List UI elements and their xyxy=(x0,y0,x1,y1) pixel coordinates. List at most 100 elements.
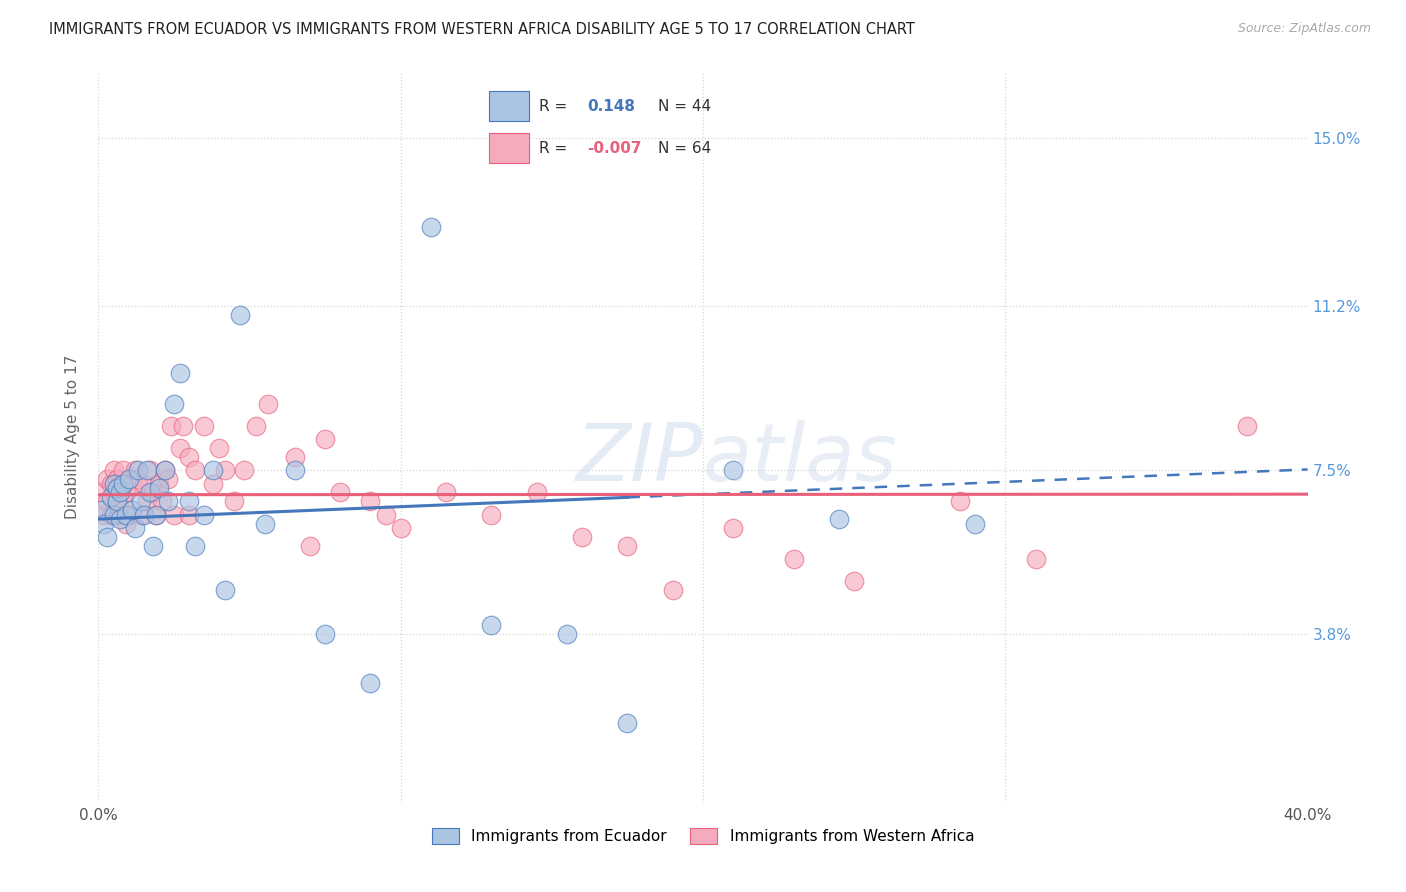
Point xyxy=(193,508,215,522)
Point xyxy=(214,463,236,477)
Point xyxy=(103,463,125,477)
Point xyxy=(193,419,215,434)
Point xyxy=(96,472,118,486)
Point xyxy=(108,485,131,500)
Point xyxy=(103,485,125,500)
Point xyxy=(142,539,165,553)
Point xyxy=(127,463,149,477)
Point xyxy=(156,494,179,508)
Point xyxy=(172,419,194,434)
Point xyxy=(245,419,267,434)
Point xyxy=(481,508,503,522)
Point xyxy=(314,627,336,641)
Point xyxy=(132,508,155,522)
Point xyxy=(148,481,170,495)
Point xyxy=(100,490,122,504)
Point xyxy=(103,476,125,491)
Point xyxy=(214,582,236,597)
Point xyxy=(139,463,162,477)
Point xyxy=(114,508,136,522)
Point xyxy=(129,508,152,522)
Point xyxy=(329,485,352,500)
Point xyxy=(661,582,683,597)
Point xyxy=(723,521,745,535)
Point xyxy=(284,463,307,477)
Y-axis label: Disability Age 5 to 17: Disability Age 5 to 17 xyxy=(65,355,80,519)
Point xyxy=(616,539,638,553)
Point xyxy=(229,308,252,322)
Point xyxy=(208,441,231,455)
Point xyxy=(179,494,201,508)
Point xyxy=(232,463,254,477)
Point xyxy=(284,450,307,464)
Point xyxy=(571,530,593,544)
Point xyxy=(118,472,141,486)
Text: atlas: atlas xyxy=(703,420,898,498)
Point xyxy=(111,494,134,508)
Point xyxy=(169,441,191,455)
Point xyxy=(90,503,112,517)
Point xyxy=(124,521,146,535)
Point xyxy=(121,476,143,491)
Point xyxy=(135,463,157,477)
Point xyxy=(121,503,143,517)
Point xyxy=(616,716,638,731)
Point xyxy=(135,494,157,508)
Point xyxy=(163,397,186,411)
Point xyxy=(111,476,134,491)
Point xyxy=(132,476,155,491)
Point xyxy=(148,476,170,491)
Point xyxy=(314,432,336,446)
Point xyxy=(96,494,118,508)
Point xyxy=(108,512,131,526)
Point xyxy=(118,508,141,522)
Point xyxy=(169,366,191,380)
Point xyxy=(105,472,128,486)
Point xyxy=(256,397,278,411)
Point xyxy=(93,508,115,522)
Point xyxy=(481,618,503,632)
Point xyxy=(828,512,851,526)
Point xyxy=(202,463,225,477)
Point xyxy=(202,476,225,491)
Point xyxy=(153,463,176,477)
Point xyxy=(150,494,173,508)
Point xyxy=(145,508,167,522)
Point xyxy=(965,516,987,531)
Point xyxy=(153,463,176,477)
Point xyxy=(526,485,548,500)
Point xyxy=(844,574,866,589)
Legend: Immigrants from Ecuador, Immigrants from Western Africa: Immigrants from Ecuador, Immigrants from… xyxy=(426,822,980,850)
Point xyxy=(100,508,122,522)
Point xyxy=(145,508,167,522)
Point xyxy=(156,472,179,486)
Point xyxy=(114,516,136,531)
Point xyxy=(389,521,412,535)
Point xyxy=(434,485,457,500)
Point xyxy=(103,508,125,522)
Point xyxy=(224,494,246,508)
Point xyxy=(111,463,134,477)
Text: IMMIGRANTS FROM ECUADOR VS IMMIGRANTS FROM WESTERN AFRICA DISABILITY AGE 5 TO 17: IMMIGRANTS FROM ECUADOR VS IMMIGRANTS FR… xyxy=(49,22,915,37)
Point xyxy=(360,676,382,690)
Point xyxy=(420,219,443,234)
Point xyxy=(184,539,207,553)
Point xyxy=(184,463,207,477)
Point xyxy=(105,494,128,508)
Point xyxy=(783,552,806,566)
Point xyxy=(555,627,578,641)
Point xyxy=(1024,552,1046,566)
Point xyxy=(160,419,183,434)
Point xyxy=(1236,419,1258,434)
Point xyxy=(139,485,162,500)
Point xyxy=(90,485,112,500)
Point xyxy=(93,516,115,531)
Point xyxy=(114,485,136,500)
Point xyxy=(108,476,131,491)
Point xyxy=(142,485,165,500)
Point xyxy=(100,476,122,491)
Point xyxy=(127,472,149,486)
Point xyxy=(949,494,972,508)
Text: Source: ZipAtlas.com: Source: ZipAtlas.com xyxy=(1237,22,1371,36)
Point xyxy=(374,508,396,522)
